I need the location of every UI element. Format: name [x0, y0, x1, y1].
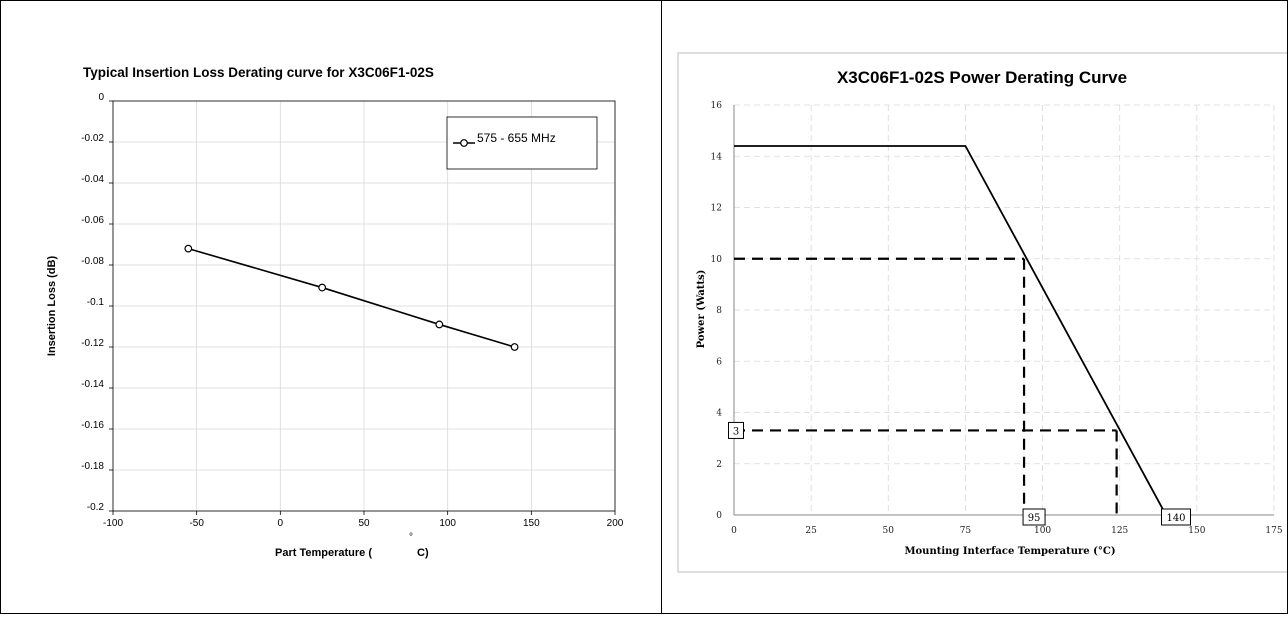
chart1-series	[184, 244, 519, 351]
chart2-y-tick-label: 10	[711, 255, 723, 265]
chart1-y-tick-label: -0.08	[81, 256, 104, 267]
chart2-y-tick-label: 0	[716, 511, 722, 521]
chart2-y-ticks: 0 2 4 6 8 10 12 14 16	[711, 101, 723, 521]
chart2-y-axis-label: Power (Watts)	[696, 270, 707, 349]
chart2-y-tick-label: 16	[711, 101, 723, 111]
chart2-title: X3C06F1-02S Power Derating Curve	[837, 68, 1127, 87]
chart2-x-ticks: 0 25 50 75 100 125 150 175	[731, 526, 1283, 536]
chart1-y-tick-label: -0.04	[81, 174, 104, 185]
chart2-y-tick-label: 12	[711, 204, 722, 214]
chart1-x-tick-label: 0	[278, 518, 284, 529]
chart1-legend-marker	[460, 139, 468, 147]
chart1-x-axis-label: Part Temperature (	[275, 547, 372, 559]
chart1-legend-label: 575 - 655 MHz	[477, 131, 556, 145]
chart2-annotation-label: 3	[733, 426, 739, 437]
chart2-x-tick-label: 0	[731, 526, 737, 536]
chart1-x-tick-label: 200	[607, 518, 624, 529]
chart1-y-axis-label: Insertion Loss (dB)	[46, 256, 58, 357]
chart1-y-tick-label: -0.06	[81, 215, 104, 226]
chart1-data-point	[435, 320, 444, 329]
chart1-y-tick-label: -0.18	[81, 461, 104, 472]
chart1-y-tick-label: -0.1	[87, 297, 105, 308]
chart1-x-tick-label: 50	[358, 518, 370, 529]
chart2-x-tick-label: 100	[1034, 526, 1051, 536]
chart1-y-tick-label: -0.02	[81, 133, 104, 144]
chart1-data-point	[184, 244, 193, 253]
chart2-x-tick-label: 25	[805, 526, 817, 536]
chart2-x-tick-label: 125	[1111, 526, 1128, 536]
chart1-y-tick-label: -0.12	[81, 338, 104, 349]
chart2-y-tick-label: 14	[711, 152, 723, 162]
chart1-y-tick-label: -0.16	[81, 420, 104, 431]
chart1-y-tick-label: -0.2	[87, 502, 105, 513]
chart1-title: Typical Insertion Loss Derating curve fo…	[83, 65, 434, 80]
chart1-x-ticks: -100 -50 0 50 100 150 200	[103, 511, 624, 529]
chart2-grid	[734, 104, 1275, 515]
chart2-x-tick-label: 150	[1188, 526, 1205, 536]
chart1-legend: 575 - 655 MHz	[446, 116, 598, 170]
chart2-y-tick-label: 8	[716, 306, 722, 316]
chart2-frame	[677, 52, 1288, 573]
chart1-x-axis-label-unit: C)	[417, 547, 429, 559]
chart1-y-tick-label: 0	[98, 92, 104, 103]
chart2-series	[734, 145, 1167, 516]
insertion-loss-panel: Typical Insertion Loss Derating curve fo…	[0, 0, 662, 614]
chart1-data-point	[510, 343, 519, 351]
chart1-x-axis-label-degree: °	[409, 532, 413, 543]
chart1-data-point	[318, 283, 327, 292]
chart1-y-ticks: 0 -0.02 -0.04 -0.06 -0.08 -0.1 -0.12 -0.14 -0.16…	[81, 92, 113, 513]
chart2-annotation-label: 95	[1028, 513, 1041, 524]
chart2-annotations: 3 95 140	[728, 421, 1191, 526]
chart2-y-tick-label: 6	[716, 357, 722, 367]
chart2-series-line	[734, 145, 1167, 516]
chart2-annotation-label: 140	[1166, 513, 1185, 524]
power-derating-panel: X3C06F1-02S Power Derating Curve 0 25 50 75…	[661, 0, 1288, 614]
chart1-x-tick-label: 150	[523, 518, 540, 529]
chart2-y-tick-label: 4	[716, 409, 722, 419]
chart2-guide-lines	[734, 257, 1118, 515]
chart2-annotation-box	[1022, 508, 1046, 526]
chart1-x-tick-label: -100	[103, 518, 123, 529]
chart1-series-line	[188, 247, 515, 348]
chart1-x-tick-label: -50	[189, 518, 204, 529]
chart2-x-tick-label: 75	[960, 526, 972, 536]
chart2-x-tick-label: 175	[1265, 526, 1282, 536]
insertion-loss-chart: Typical Insertion Loss Derating curve fo…	[46, 65, 624, 559]
chart1-x-tick-label: 100	[439, 518, 456, 529]
chart2-annotation-box	[1161, 508, 1191, 526]
chart2-x-tick-label: 50	[883, 526, 895, 536]
chart2-annotation-box	[728, 421, 744, 439]
chart2-x-axis-label: Mounting Interface Temperature (°C)	[904, 546, 1115, 557]
chart1-y-tick-label: -0.14	[81, 379, 104, 390]
chart2-y-tick-label: 2	[716, 460, 722, 470]
power-derating-chart: X3C06F1-02S Power Derating Curve 0 25 50 75…	[677, 52, 1288, 573]
